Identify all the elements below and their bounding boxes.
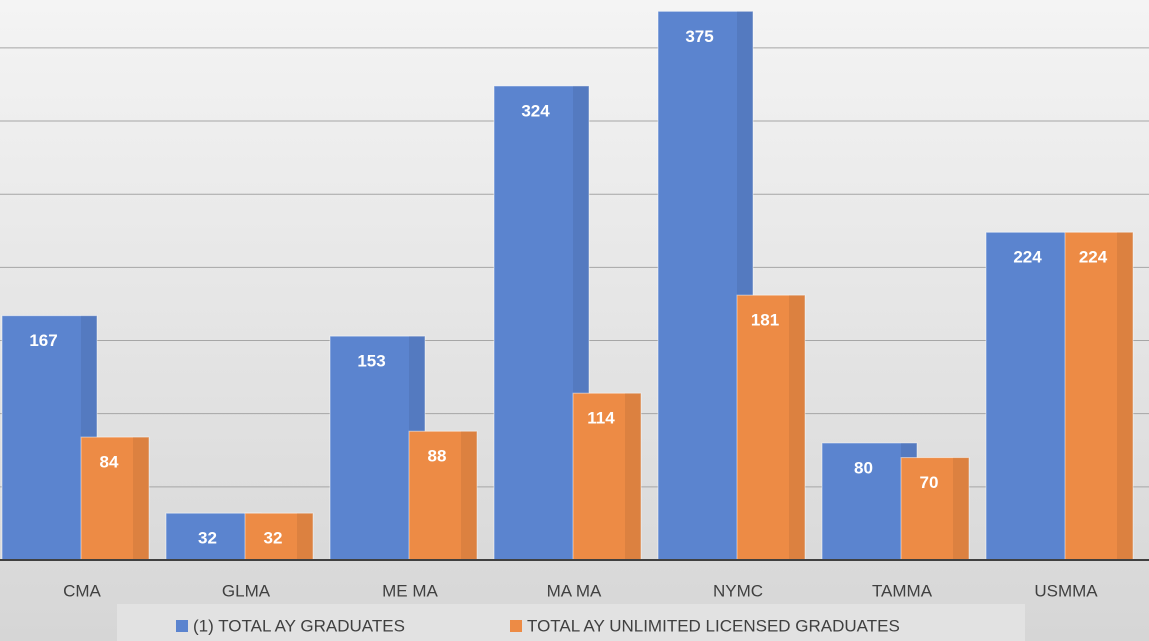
bar-shade xyxy=(625,393,641,560)
value-label: 375 xyxy=(685,27,713,46)
bar-shade xyxy=(953,457,969,560)
legend-label: (1) TOTAL AY GRADUATES xyxy=(193,616,405,635)
value-label: 224 xyxy=(1079,248,1108,267)
value-label: 114 xyxy=(587,409,615,428)
bar xyxy=(736,294,806,561)
x-tick-label: CMA xyxy=(63,581,101,600)
bar xyxy=(1064,231,1134,561)
bar xyxy=(900,457,970,561)
x-tick-label: ME MA xyxy=(382,581,438,600)
legend-swatch xyxy=(510,620,522,632)
value-label: 167 xyxy=(29,331,57,350)
bar-shade xyxy=(461,431,477,560)
value-label: 32 xyxy=(198,529,217,548)
x-tick-label: TAMMA xyxy=(872,581,933,600)
value-label: 84 xyxy=(100,453,119,472)
legend-swatch xyxy=(176,620,188,632)
x-tick-label: USMMA xyxy=(1034,581,1098,600)
legend-box xyxy=(117,604,1025,641)
bar-shade xyxy=(297,513,313,560)
value-label: 153 xyxy=(357,352,385,371)
value-label: 181 xyxy=(751,311,779,330)
value-label: 324 xyxy=(521,101,550,120)
bar-shade xyxy=(133,437,149,560)
bar xyxy=(80,436,150,561)
x-tick-label: GLMA xyxy=(222,581,271,600)
bar-shade xyxy=(1117,232,1133,560)
legend-label: TOTAL AY UNLIMITED LICENSED GRADUATES xyxy=(527,616,900,635)
bar-shade xyxy=(789,295,805,560)
value-label: 70 xyxy=(920,473,939,492)
bar xyxy=(572,392,642,561)
x-tick-label: MA MA xyxy=(547,581,602,600)
value-label: 32 xyxy=(264,529,283,548)
bar xyxy=(244,512,314,561)
value-label: 88 xyxy=(428,447,447,466)
x-tick-label: NYMC xyxy=(713,581,763,600)
value-label: 224 xyxy=(1013,248,1042,267)
value-label: 80 xyxy=(854,458,873,477)
